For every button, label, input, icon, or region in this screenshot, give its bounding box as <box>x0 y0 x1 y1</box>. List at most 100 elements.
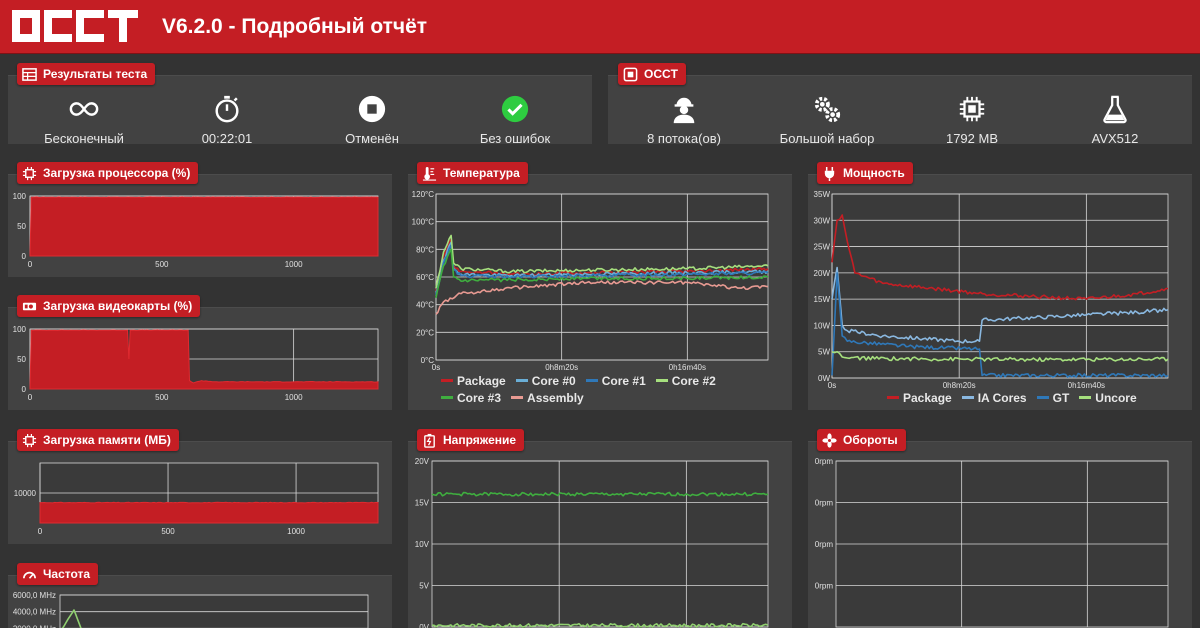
legend-label: Core #2 <box>671 374 716 388</box>
y-tick-label: 50 <box>17 222 26 231</box>
y-tick-label: 0V <box>419 623 429 628</box>
x-tick-label: 0 <box>28 260 33 269</box>
stat-duration: 00:22:01 <box>152 76 302 146</box>
x-tick-label: 500 <box>155 393 169 402</box>
temperature-chart: 0°C 20°C 40°C 60°C 80°C 100°C 120°C 0s 0h8m20s 0h… <box>412 190 769 372</box>
x-tick-label: 500 <box>155 260 169 269</box>
power-chart: 0W 5W 10W 15W 20W 25W 30W 35W 0s 0h8m20s 0h16m40s <box>814 190 1169 390</box>
stat-mode: Бесконечный <box>9 76 159 146</box>
frequency-title: Частота <box>43 567 91 581</box>
y-tick-label: 10V <box>415 540 430 549</box>
legend-item: IA Cores <box>961 390 1027 407</box>
gpu-load-title: Загрузка видеокарты (%) <box>43 299 193 313</box>
y-tick-label: 4000,0 MHz <box>13 608 56 617</box>
stat-threads: 8 потока(ов) <box>609 76 759 146</box>
x-tick-label: 0s <box>432 363 440 372</box>
x-tick-label: 0 <box>28 393 33 402</box>
chip-icon <box>22 433 37 447</box>
series-1 <box>431 491 769 497</box>
plot-frame <box>831 193 1169 379</box>
stat-dataset: Большой набор <box>752 76 902 146</box>
legend-swatch <box>655 379 668 383</box>
y-tick-label: 0°C <box>421 356 435 365</box>
y-tick-label: 15W <box>814 295 831 304</box>
gpu-icon <box>22 302 37 310</box>
occt-info-panel: 8 потока(ов) Большой набор 1792 MB AVX51… <box>608 75 1192 146</box>
series-core-3 <box>435 248 769 298</box>
y-tick-label: 0 <box>22 252 27 261</box>
gears-icon <box>814 96 841 123</box>
legend-label: Package <box>903 391 952 405</box>
battery-icon <box>424 433 435 448</box>
y-tick-label: 120°C <box>412 190 435 199</box>
y-tick-label: 20V <box>415 457 430 466</box>
series-package <box>831 214 1168 301</box>
y-tick-label: 10000 <box>14 489 37 498</box>
memory-load-chart: 10000 0 500 1000 <box>14 462 379 536</box>
voltage-tag: Напряжение <box>417 429 525 451</box>
fan-speed-tag: Обороты <box>817 429 906 451</box>
temperature-title: Температура <box>443 166 520 180</box>
legend-label: Assembly <box>527 391 584 405</box>
stat-status-label: Отменён <box>345 131 399 146</box>
fan-speed-chart: 0rpm 0rpm 0rpm 0rpm <box>815 457 1169 628</box>
check-circle-icon <box>501 95 529 123</box>
y-tick-label: 2000,0 MHz <box>13 624 56 628</box>
legend-swatch <box>887 396 899 400</box>
legend-swatch <box>441 396 453 400</box>
power-legend: Package IA Cores GT Uncore <box>887 390 1187 407</box>
legend-item: Core #2 <box>655 373 716 390</box>
legend-label: Uncore <box>1095 391 1137 405</box>
plot-frame <box>431 460 769 628</box>
fan-speed-title: Обороты <box>843 433 898 447</box>
stat-memory: 1792 MB <box>897 76 1047 146</box>
y-tick-label: 0rpm <box>815 457 834 466</box>
voltage-chart: 0V 5V 10V 15V 20V <box>415 457 769 628</box>
stat-memory-label: 1792 MB <box>945 131 999 146</box>
y-tick-label: 0W <box>818 374 830 383</box>
legend-item: GT <box>1036 390 1069 407</box>
frequency-chart: 6000,0 MHz 4000,0 MHz 2000,0 MHz <box>13 591 369 628</box>
legend-swatch <box>1036 396 1049 400</box>
legend-label: Core #1 <box>601 374 646 388</box>
legend-item: Package <box>441 373 506 390</box>
plot-frame <box>835 460 1169 628</box>
y-tick-label: 80°C <box>416 245 434 254</box>
legend-swatch <box>585 379 598 383</box>
cpu-load-tag: Загрузка процессора (%) <box>17 162 199 184</box>
x-tick-label: 0h8m20s <box>943 381 976 390</box>
worker-icon <box>673 97 695 124</box>
y-tick-label: 25W <box>814 243 831 252</box>
frequency-tag: Частота <box>17 563 99 585</box>
occt-info-title: OCCT <box>644 67 678 81</box>
legend-item: Core #3 <box>441 390 501 407</box>
x-tick-label: 500 <box>161 527 175 536</box>
x-tick-label: 0s <box>828 381 836 390</box>
x-tick-label: 1000 <box>285 260 303 269</box>
stat-status: Отменён <box>297 76 447 146</box>
series-core-2 <box>435 234 769 289</box>
series-1 <box>39 501 379 524</box>
y-tick-label: 20W <box>814 269 831 278</box>
stat-errors-label: Без ошибок <box>479 131 551 146</box>
occt-logo <box>12 10 138 42</box>
stat-threads-label: 8 потока(ов) <box>647 131 721 146</box>
power-tag: Мощность <box>817 162 913 184</box>
plug-icon <box>824 166 835 181</box>
test-results-title: Результаты теста <box>43 67 148 81</box>
stop-icon <box>358 95 386 123</box>
y-tick-label: 20°C <box>416 328 434 337</box>
stopwatch-icon <box>215 95 239 123</box>
stat-instruction-set-label: AVX512 <box>1091 131 1139 146</box>
test-results-panel: Бесконечный 00:22:01 Отменён Без ошибок <box>8 75 592 146</box>
legend-swatch <box>515 379 528 383</box>
series-core-1 <box>435 244 769 296</box>
series-2 <box>432 622 769 628</box>
y-tick-label: 100 <box>13 192 27 201</box>
test-results-tag: Результаты теста <box>17 63 156 85</box>
series-package <box>435 238 769 292</box>
legend-item: Package <box>887 390 952 407</box>
table-icon <box>22 67 37 81</box>
